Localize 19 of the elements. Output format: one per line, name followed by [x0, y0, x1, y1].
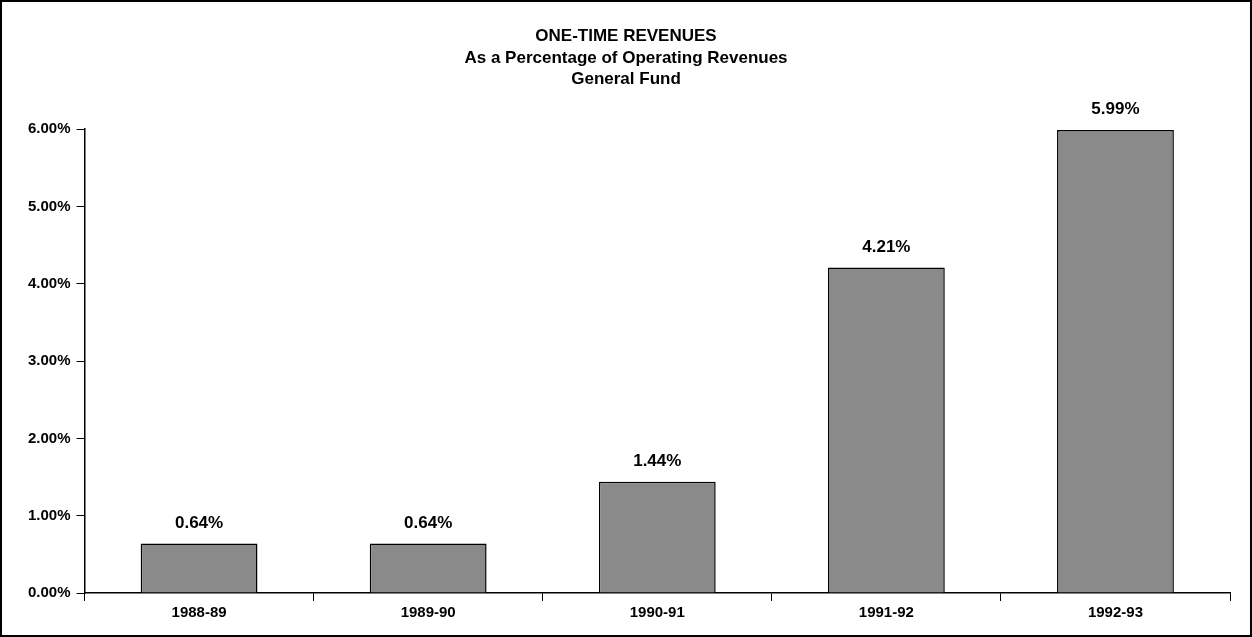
x-tick-label: 1990-91	[629, 603, 685, 621]
y-tick-label: 2.00%	[27, 428, 71, 446]
x-tick-label: 1992-93	[1087, 603, 1143, 621]
chart-subtitle: As a Percentage of Operating Revenues General Fund	[464, 48, 788, 88]
data-label: 5.99%	[1091, 99, 1140, 119]
y-tick-label: 5.00%	[27, 196, 71, 214]
chart-title: ONE-TIME REVENUES	[535, 25, 717, 45]
x-tick-label: 1989-90	[400, 603, 456, 621]
y-tick-label: 4.00%	[27, 273, 71, 291]
data-label: 0.64%	[404, 512, 453, 532]
y-tick-label: 3.00%	[27, 351, 71, 369]
data-label: 1.44%	[633, 450, 682, 470]
x-tick-label: 1988-89	[171, 603, 227, 621]
y-tick-label: 1.00%	[27, 505, 71, 523]
x-tick-label: 1991-92	[858, 603, 914, 621]
y-tick-label: 0.00%	[27, 583, 71, 601]
data-label: 0.64%	[174, 512, 224, 532]
y-tick-label: 6.00%	[27, 119, 71, 137]
data-label: 4.21%	[862, 236, 911, 256]
